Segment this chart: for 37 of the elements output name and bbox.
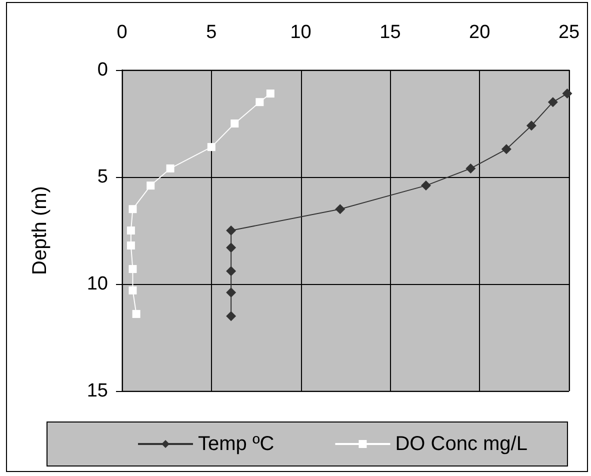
point: [548, 97, 558, 108]
point: [126, 226, 135, 234]
point: [128, 205, 137, 214]
point: [501, 144, 512, 154]
point: [226, 242, 236, 253]
x-tick-label: 15: [380, 22, 401, 43]
point: [166, 164, 174, 172]
point: [128, 286, 137, 294]
point: [256, 98, 264, 106]
point: [207, 143, 216, 152]
point: [420, 180, 431, 191]
y-tick-label: 15: [86, 380, 108, 402]
point: [466, 163, 476, 174]
y-tick-label: 10: [86, 274, 108, 294]
point: [226, 311, 236, 322]
point: [132, 310, 140, 318]
point: [146, 182, 155, 190]
x-tick-label: 25: [558, 22, 580, 43]
legend-label: DO Conc mg/L: [395, 433, 528, 455]
legend-label: Temp ºC: [198, 433, 274, 455]
point: [226, 226, 236, 236]
point: [126, 241, 135, 250]
point: [562, 88, 572, 99]
x-tick-label: 20: [469, 22, 490, 43]
x-tick-label: 10: [290, 22, 312, 43]
x-tick-label: 0: [116, 22, 128, 43]
point: [230, 120, 239, 128]
point: [226, 288, 236, 298]
x-tick-label: 5: [206, 22, 217, 43]
point: [266, 90, 274, 98]
y-axis-title: Depth (m): [29, 186, 51, 275]
point: [526, 120, 536, 131]
y-tick-label: 5: [97, 166, 108, 188]
point: [128, 265, 137, 274]
y-tick-label: 0: [97, 60, 108, 80]
point: [335, 204, 346, 214]
point: [226, 266, 236, 276]
